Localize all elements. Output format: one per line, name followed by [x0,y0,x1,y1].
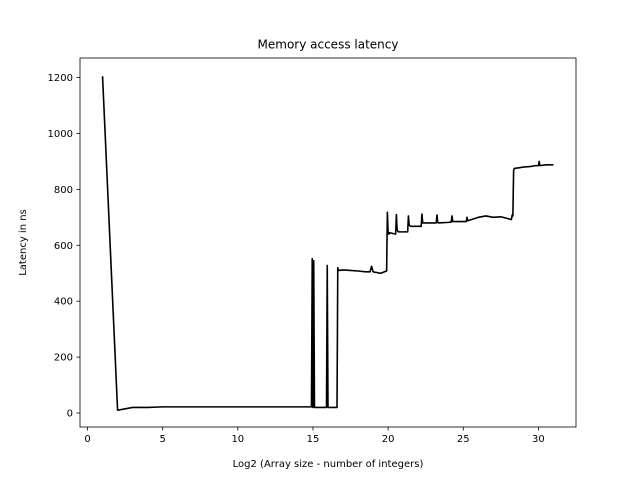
chart-title: Memory access latency [258,38,399,52]
y-tick-label: 1000 [48,129,73,140]
x-axis-label: Log2 (Array size - number of integers) [233,459,424,470]
x-tick-label: 30 [532,434,545,445]
y-tick-label: 400 [54,297,73,308]
y-axis-label: Latency in ns [18,209,29,276]
y-tick-label: 1200 [48,73,73,84]
series-line [101,76,554,412]
y-tick-label: 0 [67,409,73,420]
x-tick-label: 5 [159,434,165,445]
plot-frame [79,57,577,428]
x-axis: 0 5 10 15 20 25 30 [84,427,545,445]
y-tick-label: 600 [54,241,73,252]
x-tick-label: 20 [382,434,395,445]
x-tick-label: 25 [457,434,470,445]
y-tick-label: 800 [54,185,73,196]
y-tick-label: 200 [54,353,73,364]
y-axis: 0 200 400 600 800 1000 1200 [48,73,80,420]
x-tick-label: 10 [231,434,244,445]
plot-area [101,76,554,412]
x-tick-label: 0 [84,434,90,445]
x-tick-label: 15 [307,434,320,445]
